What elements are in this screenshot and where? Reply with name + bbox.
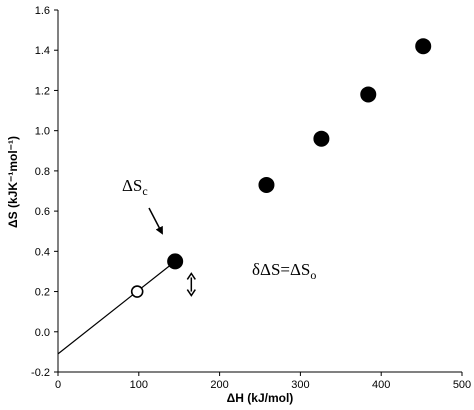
y-tick-label: 1.6 (35, 5, 50, 17)
x-tick-label: 400 (372, 379, 390, 391)
data-point-filled (259, 177, 274, 192)
y-tick-label: 1.2 (35, 85, 50, 97)
y-tick-label: 0.4 (35, 246, 50, 258)
x-tick-label: 200 (210, 379, 228, 391)
annotation-arrow (149, 208, 162, 233)
annotation-delta-delta-s-main: δΔS=ΔS (252, 260, 310, 279)
y-axis-title: ΔS (kJK⁻¹mol⁻¹) (6, 136, 20, 228)
x-tick-label: 0 (55, 379, 61, 391)
annotation-delta-delta-s-sub: o (310, 268, 316, 282)
x-tick-label: 100 (130, 379, 148, 391)
svg-text:δΔS=ΔSo: δΔS=ΔSo (252, 260, 316, 282)
y-tick-label: 1.4 (35, 45, 50, 57)
data-point-filled (416, 39, 431, 54)
svg-text:ΔSc: ΔSc (122, 176, 148, 198)
y-tick-label: 1.0 (35, 126, 50, 138)
x-axis-ticks: 0 100 200 300 400 500 (55, 372, 471, 391)
fit-line (58, 261, 175, 354)
plot-area: -0.2 0.0 0.2 0.4 0.6 0.8 1.0 1.2 1.4 1.6 0 100 200 3… (31, 5, 471, 391)
delta-delta-s-double-arrow (187, 273, 195, 295)
y-tick-label: 0.0 (35, 327, 50, 339)
data-point-filled (361, 87, 376, 102)
data-point-filled (168, 254, 183, 269)
y-tick-label: -0.2 (31, 367, 50, 379)
annotation-delta-s-c: ΔSc (122, 176, 162, 233)
data-point-open (132, 286, 143, 297)
x-tick-label: 500 (453, 379, 471, 391)
data-points (132, 39, 431, 297)
x-axis-title: ΔH (kJ/mol) (227, 391, 294, 405)
y-tick-label: 0.8 (35, 166, 50, 178)
annotation-delta-s-c-main: ΔS (122, 176, 142, 195)
annotation-delta-delta-s: δΔS=ΔSo (252, 260, 316, 282)
y-axis-ticks: -0.2 0.0 0.2 0.4 0.6 0.8 1.0 1.2 1.4 1.6 (31, 5, 58, 379)
annotation-delta-s-c-sub: c (142, 184, 147, 198)
y-tick-label: 0.6 (35, 206, 50, 218)
x-tick-label: 300 (291, 379, 309, 391)
data-point-filled (314, 131, 329, 146)
y-tick-label: 0.2 (35, 287, 50, 299)
